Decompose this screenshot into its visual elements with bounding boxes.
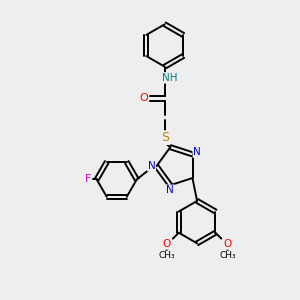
Text: F: F bbox=[85, 174, 91, 184]
Text: CH₃: CH₃ bbox=[220, 251, 236, 260]
Text: N: N bbox=[167, 185, 174, 195]
Text: O: O bbox=[163, 239, 171, 249]
Text: NH: NH bbox=[162, 73, 178, 83]
Text: N: N bbox=[193, 147, 201, 157]
Text: O: O bbox=[223, 239, 231, 249]
Text: CH₃: CH₃ bbox=[158, 251, 175, 260]
Text: O: O bbox=[140, 94, 148, 103]
Text: N: N bbox=[148, 160, 155, 171]
Text: S: S bbox=[161, 131, 169, 144]
